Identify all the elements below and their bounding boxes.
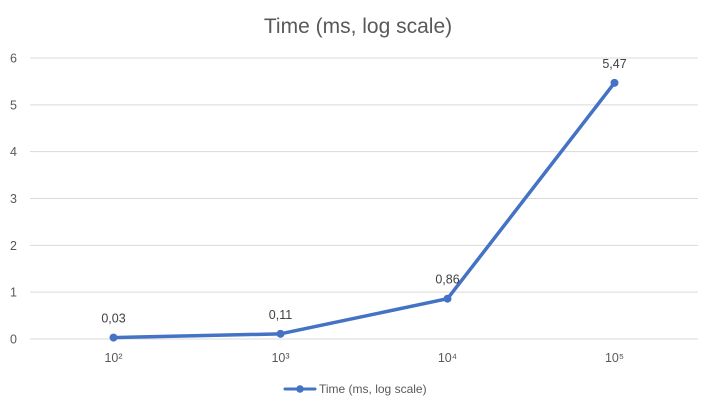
y-tick-label: 5	[10, 98, 17, 112]
y-tick-label: 0	[10, 333, 17, 347]
data-point[interactable]	[276, 329, 285, 338]
y-tick-label: 1	[10, 286, 17, 300]
series-layer	[109, 78, 619, 342]
data-point[interactable]	[443, 294, 452, 303]
data-point[interactable]	[109, 333, 118, 342]
y-tick-label: 3	[10, 192, 17, 206]
y-tick-label: 2	[10, 239, 17, 253]
data-label: 0,86	[435, 273, 459, 287]
y-tick-label: 4	[10, 145, 17, 159]
data-point[interactable]	[610, 78, 619, 87]
x-tick-label: 10⁵	[605, 351, 624, 365]
axis-layer: 0 1 2 3 4 5 6 10² 10³ 10⁴ 10⁵	[10, 52, 624, 366]
legend[interactable]: Time (ms, log scale)	[283, 382, 427, 396]
series-line[interactable]	[111, 81, 617, 340]
legend-entry-label: Time (ms, log scale)	[319, 382, 427, 396]
x-tick-label: 10³	[271, 351, 289, 365]
data-label: 0,03	[101, 312, 125, 326]
data-label: 0,11	[269, 308, 292, 322]
data-label: 5,47	[602, 57, 626, 71]
x-tick-label: 10⁴	[438, 351, 457, 365]
label-layer: 0,03 0,11 0,86 5,47	[101, 57, 626, 326]
chart-title: Time (ms, log scale)	[264, 15, 452, 38]
y-tick-label: 6	[10, 52, 17, 66]
legend-dot-marker	[296, 385, 304, 393]
grid-layer	[30, 57, 698, 340]
x-tick-label: 10²	[104, 351, 122, 365]
